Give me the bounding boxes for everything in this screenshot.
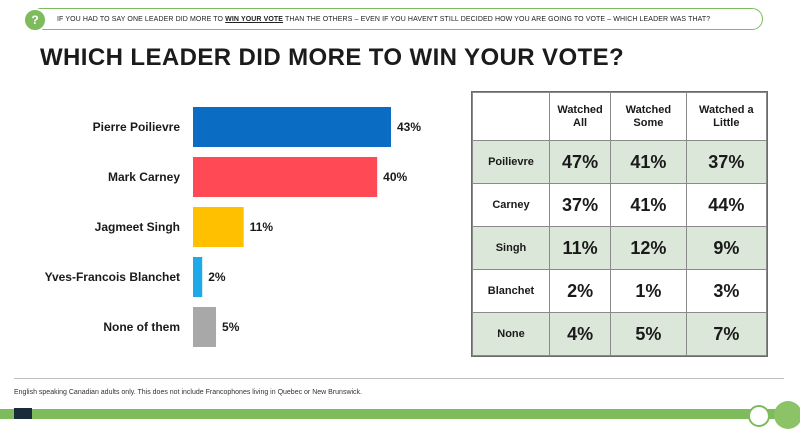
footer-divider xyxy=(14,378,784,379)
bar xyxy=(193,257,203,297)
bar-category-label: Mark Carney xyxy=(108,170,180,184)
bar-value-label: 43% xyxy=(397,120,421,134)
table-cell: 3% xyxy=(685,269,768,313)
table-cell: 47% xyxy=(548,140,612,184)
table-row: Singh 11% 12% 9% xyxy=(472,226,768,270)
table-cell: 4% xyxy=(548,312,612,356)
page-title: WHICH LEADER DID MORE TO WIN YOUR VOTE? xyxy=(40,44,625,71)
table-cell: 7% xyxy=(685,312,768,356)
bar-value-label: 40% xyxy=(383,170,407,184)
bar xyxy=(193,307,217,347)
question-text: IF YOU HAD TO SAY ONE LEADER DID MORE TO… xyxy=(57,16,710,23)
bar-value-label: 2% xyxy=(208,270,226,284)
question-banner: ? IF YOU HAD TO SAY ONE LEADER DID MORE … xyxy=(23,8,763,32)
table-row: Blanchet 2% 1% 3% xyxy=(472,269,768,313)
circle-decoration-icon xyxy=(774,401,800,429)
column-header: Watched Some xyxy=(610,92,687,141)
bar-category-label: None of them xyxy=(103,320,180,334)
table-row: Carney 37% 41% 44% xyxy=(472,183,768,227)
table-cell: 11% xyxy=(548,226,612,270)
question-suffix: THAN THE OTHERS – EVEN IF YOU HAVEN'T ST… xyxy=(283,15,711,23)
table-cell: 37% xyxy=(548,183,612,227)
row-header: Carney xyxy=(472,183,550,227)
table-header-row: Watched All Watched Some Watched a Littl… xyxy=(472,92,768,141)
question-icon: ? xyxy=(23,8,47,32)
brand-logo-icon xyxy=(14,408,32,419)
results-table: Watched All Watched Some Watched a Littl… xyxy=(472,92,768,356)
table-cell: 41% xyxy=(610,140,687,184)
bar xyxy=(193,207,244,247)
row-header: Poilievre xyxy=(472,140,550,184)
table-cell: 41% xyxy=(610,183,687,227)
table-row: Poilievre 47% 41% 37% xyxy=(472,140,768,184)
table-cell: 44% xyxy=(685,183,768,227)
bar xyxy=(193,157,378,197)
table-cell: 5% xyxy=(610,312,687,356)
table-cell: 1% xyxy=(610,269,687,313)
bar-category-label: Yves-Francois Blanchet xyxy=(45,270,180,284)
table-row: None 4% 5% 7% xyxy=(472,312,768,356)
bar xyxy=(193,107,391,147)
footnote: English speaking Canadian adults only. T… xyxy=(14,389,362,396)
bar-category-label: Jagmeet Singh xyxy=(95,220,180,234)
row-header: Blanchet xyxy=(472,269,550,313)
results-table-container: Watched All Watched Some Watched a Littl… xyxy=(471,91,768,357)
table-corner-cell xyxy=(472,92,550,141)
bar-category-label: Pierre Poilievre xyxy=(93,120,181,134)
column-header: Watched a Little xyxy=(685,92,768,141)
circle-decoration-icon xyxy=(748,405,770,427)
table-cell: 37% xyxy=(685,140,768,184)
question-emphasis: WIN YOUR VOTE xyxy=(225,15,284,23)
question-prefix: IF YOU HAD TO SAY ONE LEADER DID MORE TO xyxy=(57,15,226,23)
bar-value-label: 5% xyxy=(222,320,240,334)
footer-band xyxy=(0,409,800,419)
table-cell: 2% xyxy=(548,269,612,313)
bar-value-label: 11% xyxy=(250,220,274,234)
table-cell: 12% xyxy=(610,226,687,270)
row-header: Singh xyxy=(472,226,550,270)
row-header: None xyxy=(472,312,550,356)
leader-bar-chart: Pierre Poilievre 43% Mark Carney 40% Jagmeet… xyxy=(45,107,421,347)
table-cell: 9% xyxy=(685,226,768,270)
column-header: Watched All xyxy=(548,92,612,141)
